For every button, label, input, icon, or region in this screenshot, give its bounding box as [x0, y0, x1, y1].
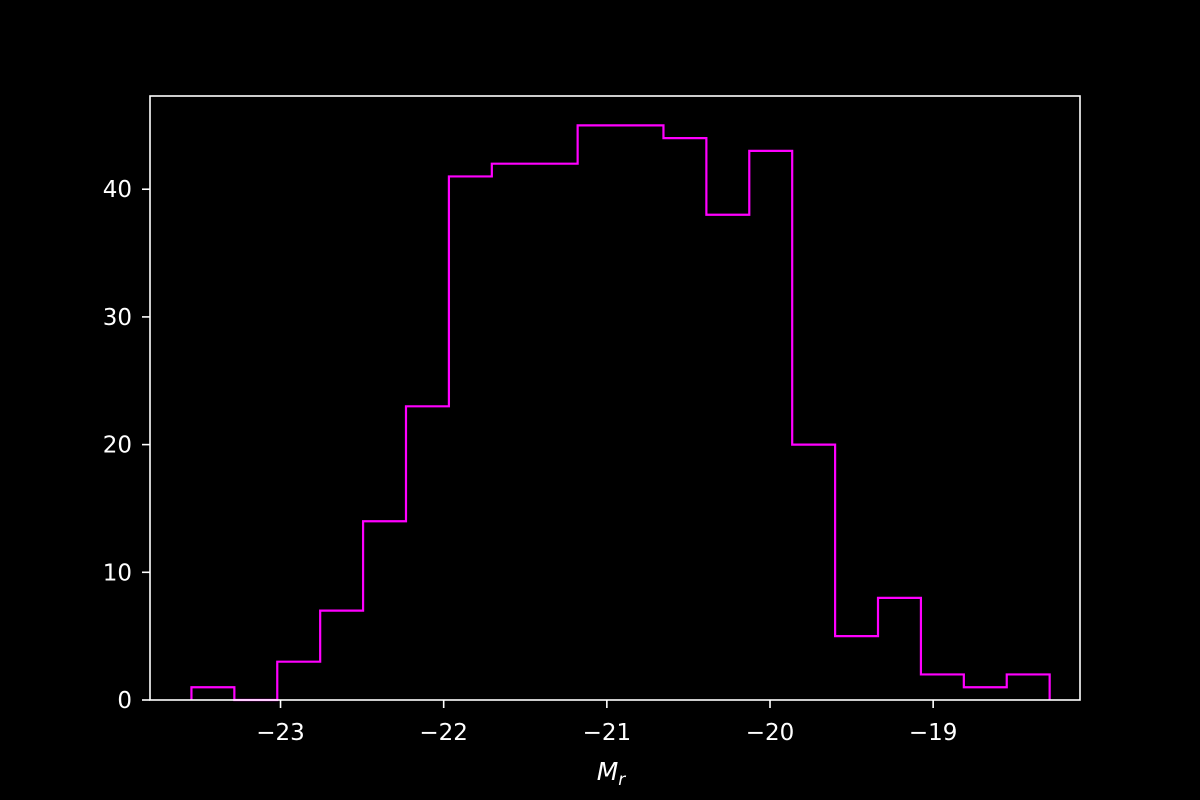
histogram-bin	[878, 598, 921, 700]
y-tick-label: 10	[103, 560, 132, 586]
y-tick-label: 20	[103, 433, 132, 459]
y-tick-label: 0	[117, 688, 132, 714]
x-tick-label: −19	[909, 720, 958, 746]
histogram-step-outline	[190, 124, 1051, 702]
x-axis-label: Mr	[597, 757, 627, 790]
histogram-bin	[1007, 674, 1050, 700]
histogram-bin	[964, 687, 1007, 700]
histogram-bin	[363, 521, 406, 700]
histogram-bin	[277, 662, 320, 700]
x-tick-label: −21	[583, 720, 632, 746]
axes-frame	[149, 95, 1081, 701]
histogram-bin	[663, 138, 706, 700]
y-tick-label: 30	[103, 305, 132, 331]
histogram-bin	[191, 687, 234, 700]
histogram-bin	[706, 215, 749, 700]
histogram-bin	[621, 125, 664, 700]
histogram-bin	[492, 164, 535, 700]
histogram-bin	[792, 445, 835, 700]
histogram-bin	[320, 611, 363, 700]
y-axis-ticks: 0 10 20 30 40	[103, 177, 150, 714]
x-axis-ticks: −23 −22 −21 −20 −19	[256, 700, 957, 746]
histogram-bin	[535, 164, 578, 700]
histogram-bin	[449, 176, 492, 700]
histogram-bin	[921, 674, 964, 700]
histogram-bin	[578, 125, 621, 700]
x-tick-label: −20	[746, 720, 795, 746]
x-axis-label-subscript: r	[618, 770, 626, 790]
plot-area	[149, 95, 1081, 702]
x-tick-label: −22	[419, 720, 468, 746]
x-axis-label-main: M	[597, 757, 619, 786]
histogram-bin	[749, 151, 792, 700]
histogram-bin	[835, 636, 878, 700]
histogram-bin	[406, 406, 449, 700]
y-tick-label: 40	[103, 177, 132, 203]
x-tick-label: −23	[256, 720, 305, 746]
